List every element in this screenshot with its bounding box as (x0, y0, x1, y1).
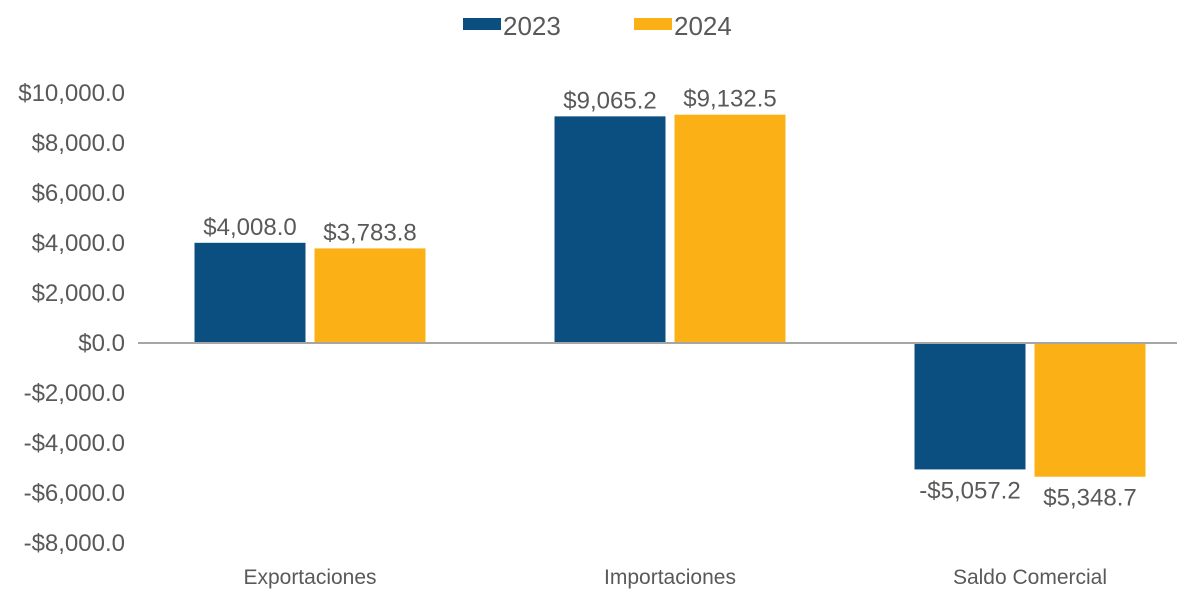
bars (194, 114, 1146, 477)
x-category-label: Exportaciones (243, 566, 376, 589)
x-axis: Exportaciones Importaciones Saldo Comercia… (243, 566, 1107, 589)
y-tick-label: $8,000.0 (32, 130, 125, 157)
data-label: $4,008.0 (203, 214, 296, 241)
data-label: $5,348.7 (1043, 485, 1136, 512)
data-label: $9,065.2 (563, 87, 656, 114)
y-tick-label: -$4,000.0 (24, 430, 125, 457)
bar-2024-2 (1034, 343, 1146, 477)
legend-swatch-2023 (463, 18, 501, 30)
legend: 2023 2024 (463, 11, 732, 41)
legend-label-2023: 2023 (503, 11, 561, 41)
data-label: $3,783.8 (323, 219, 416, 246)
data-labels: $4,008.0 $3,783.8 $9,065.2 $9,132.5 -$5,057.… (203, 86, 1136, 512)
y-tick-label: $2,000.0 (32, 280, 125, 307)
legend-swatch-2024 (634, 18, 672, 30)
y-axis: $10,000.0 $8,000.0 $6,000.0 $4,000.0 $2,000.… (18, 80, 125, 557)
y-tick-label: -$2,000.0 (24, 380, 125, 407)
y-tick-label: $10,000.0 (18, 80, 125, 107)
x-category-label: Importaciones (604, 566, 736, 589)
y-tick-label: $6,000.0 (32, 180, 125, 207)
bar-2024-1 (674, 114, 786, 343)
y-tick-label: -$8,000.0 (24, 530, 125, 557)
bar-2023-2 (914, 343, 1026, 470)
y-tick-label: -$6,000.0 (24, 480, 125, 507)
bar-2023-1 (554, 116, 666, 344)
bar-2023-0 (194, 242, 306, 343)
y-tick-label: $4,000.0 (32, 230, 125, 257)
x-category-label: Saldo Comercial (953, 566, 1107, 589)
data-label: $9,132.5 (683, 86, 776, 113)
y-tick-label: $0.0 (78, 330, 125, 357)
data-label: -$5,057.2 (919, 477, 1020, 504)
legend-label-2024: 2024 (674, 11, 732, 41)
bar-2024-0 (314, 248, 426, 343)
